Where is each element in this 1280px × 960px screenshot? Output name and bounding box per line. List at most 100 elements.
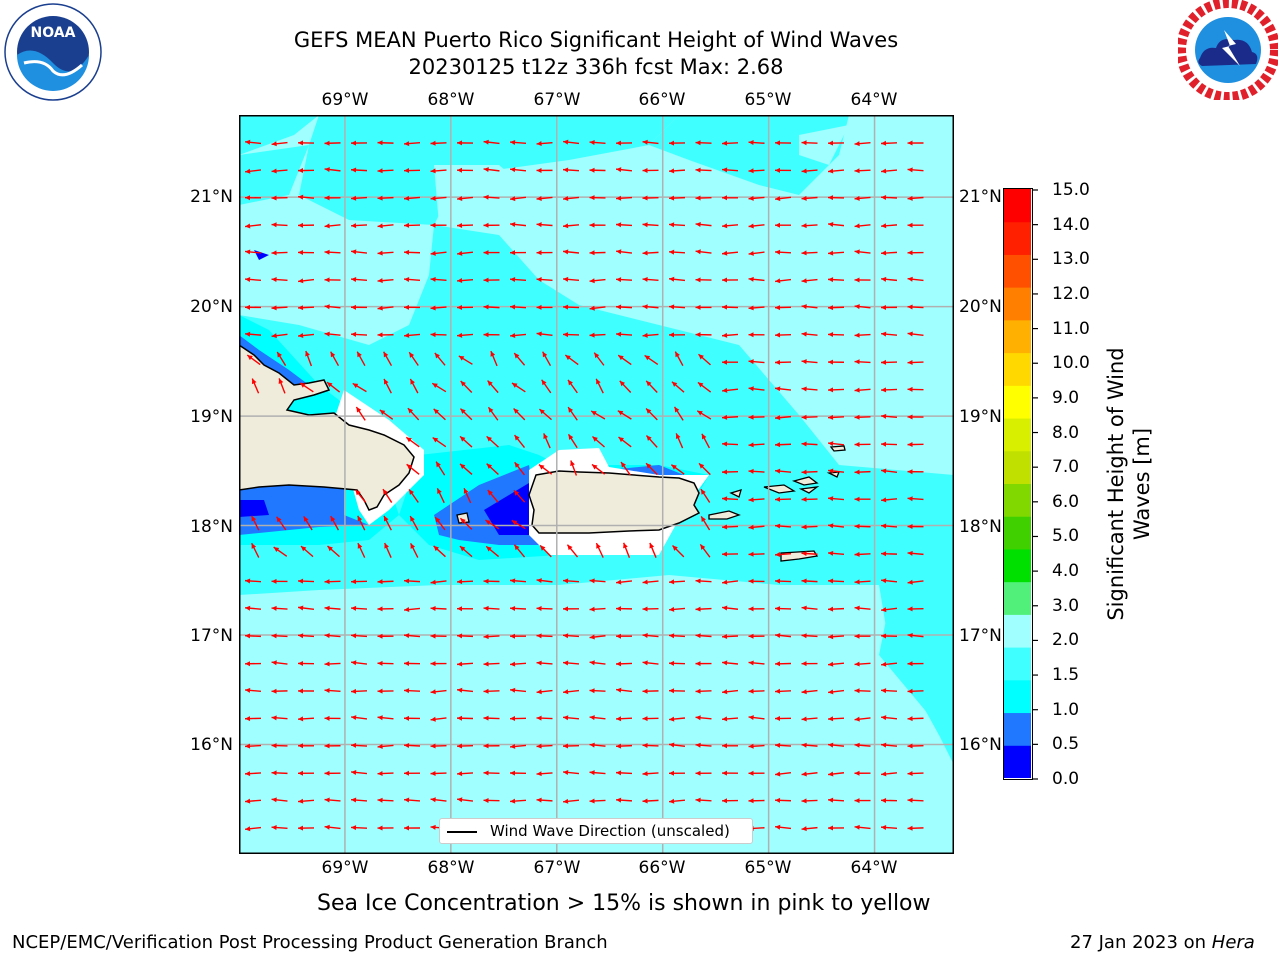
wave-direction-arrowhead bbox=[801, 414, 807, 420]
wave-direction-arrowhead bbox=[377, 140, 383, 146]
wave-direction-arrowhead bbox=[377, 633, 383, 639]
wave-direction-arrowhead bbox=[801, 304, 807, 310]
wave-direction-arrowhead bbox=[642, 195, 648, 201]
wave-direction-arrowhead bbox=[621, 462, 626, 468]
wave-direction-arrowhead bbox=[486, 436, 492, 442]
wave-direction-arrowhead bbox=[563, 276, 569, 282]
wave-direction-arrowhead bbox=[801, 140, 807, 146]
wave-direction-arrowhead bbox=[801, 441, 807, 447]
wave-direction-arrowhead bbox=[589, 688, 595, 694]
wave-direction-arrowhead bbox=[907, 195, 913, 201]
wave-direction-arrowhead bbox=[542, 351, 548, 358]
wave-direction-arrowhead bbox=[642, 742, 648, 748]
wave-direction-arrowhead bbox=[722, 387, 728, 393]
wave-direction-arrowhead bbox=[801, 771, 807, 777]
wave-direction-arrowhead bbox=[748, 276, 754, 282]
wave-direction-arrowhead bbox=[251, 543, 257, 549]
wave-direction-arrowhead bbox=[616, 222, 622, 228]
wave-direction-arrowhead bbox=[457, 606, 463, 612]
wave-direction-arrowhead bbox=[722, 332, 728, 338]
wave-direction-arrowhead bbox=[536, 250, 542, 256]
wave-direction-arrowhead bbox=[538, 464, 545, 470]
wave-direction-arrowhead bbox=[828, 689, 834, 695]
wave-direction-arrowhead bbox=[271, 715, 277, 721]
wave-direction-arrowhead bbox=[382, 489, 388, 495]
wave-direction-arrowhead bbox=[351, 304, 357, 310]
wave-direction-arrowhead bbox=[486, 463, 493, 469]
wave-direction-arrowhead bbox=[245, 578, 251, 584]
wave-direction-arrowhead bbox=[563, 798, 569, 804]
wave-direction-arrowhead bbox=[722, 551, 728, 557]
wave-direction-arrowhead bbox=[457, 222, 463, 228]
wave-direction-arrowhead bbox=[907, 661, 913, 667]
wave-direction-arrowhead bbox=[669, 579, 675, 585]
wave-direction-arrowhead bbox=[384, 378, 389, 385]
wave-direction-arrowhead bbox=[298, 194, 304, 200]
wave-direction-arrowhead bbox=[697, 410, 703, 416]
wave-direction-arrowhead bbox=[485, 520, 491, 525]
wave-direction-arrowhead bbox=[271, 250, 277, 256]
wave-direction-arrowhead bbox=[563, 304, 569, 310]
wave-direction-arrowhead bbox=[881, 578, 887, 584]
wave-direction-arrowhead bbox=[881, 304, 887, 310]
wave-direction-arrowhead bbox=[383, 351, 389, 358]
wave-direction-arrowhead bbox=[324, 331, 330, 337]
wave-direction-arrowhead bbox=[563, 139, 569, 145]
wave-direction-arrowhead bbox=[271, 825, 277, 831]
wave-direction-arrowhead bbox=[430, 797, 436, 803]
wave-direction-arrowhead bbox=[616, 579, 622, 585]
noaa-logo: NOAA bbox=[4, 3, 102, 101]
wave-direction-arrowhead bbox=[907, 825, 913, 831]
wave-direction-arrowhead bbox=[565, 355, 571, 361]
colorbar-segment bbox=[1004, 189, 1031, 223]
wave-direction-arrowhead bbox=[775, 632, 781, 638]
wave-direction-arrowhead bbox=[298, 333, 304, 339]
wave-direction-arrowhead bbox=[324, 661, 330, 667]
wave-direction-arrowhead bbox=[377, 223, 383, 229]
land-puerto-rico bbox=[528, 470, 701, 534]
wave-direction-arrowhead bbox=[828, 250, 834, 256]
wave-direction-arrowhead bbox=[907, 606, 913, 612]
map-legend: Wind Wave Direction (unscaled) bbox=[439, 818, 753, 844]
wave-direction-arrowhead bbox=[907, 222, 913, 228]
wave-direction-arrowhead bbox=[907, 771, 913, 777]
wave-direction-arrowhead bbox=[377, 743, 383, 749]
wave-direction-arrowhead bbox=[801, 578, 807, 584]
wave-direction-arrowhead bbox=[775, 305, 781, 311]
wave-direction-arrowhead bbox=[907, 140, 913, 146]
wave-direction-arrowhead bbox=[276, 516, 282, 523]
wave-direction-arrowhead bbox=[377, 579, 383, 585]
wave-direction-arrowhead bbox=[245, 743, 251, 749]
wave-direction-arrowhead bbox=[642, 716, 648, 722]
wave-direction-arrowhead bbox=[697, 382, 704, 388]
wave-direction-arrowhead bbox=[483, 304, 489, 310]
wave-direction-arrowhead bbox=[510, 221, 516, 227]
wave-direction-arrowhead bbox=[483, 578, 489, 584]
wave-direction-arrowhead bbox=[646, 463, 652, 469]
lat-tick-right-19n: 19°N bbox=[959, 407, 1002, 427]
wave-direction-arrowhead bbox=[854, 770, 860, 776]
wave-direction-arrowhead bbox=[536, 633, 542, 639]
wave-direction-arrowhead bbox=[298, 798, 304, 804]
wave-direction-arrowhead bbox=[510, 605, 516, 611]
wave-direction-arrowhead bbox=[907, 524, 913, 530]
wave-direction-arrowhead bbox=[536, 196, 542, 201]
wave-direction-arrowhead bbox=[298, 249, 304, 255]
graticule bbox=[239, 115, 954, 854]
wave-direction-arrowhead bbox=[324, 140, 330, 146]
wave-direction-arrowhead bbox=[748, 660, 754, 666]
wave-direction-arrowhead bbox=[722, 414, 728, 420]
wave-direction-arrowhead bbox=[642, 332, 648, 338]
wave-direction-arrowhead bbox=[722, 524, 728, 530]
colorbar-segment bbox=[1004, 385, 1031, 419]
wave-direction-arrowhead bbox=[775, 742, 781, 748]
footer-machine: Hera bbox=[1211, 932, 1255, 953]
wave-direction-arrowhead bbox=[245, 304, 251, 310]
wave-direction-arrowhead bbox=[748, 633, 754, 639]
wave-direction-arrowhead bbox=[271, 633, 277, 639]
wave-direction-arrowhead bbox=[352, 383, 359, 389]
wave-direction-arrowhead bbox=[828, 168, 834, 174]
wave-direction-arrowhead bbox=[327, 382, 333, 388]
colorbar-label: 15.0 bbox=[1052, 180, 1090, 200]
wave-direction-arrowhead bbox=[324, 249, 330, 255]
